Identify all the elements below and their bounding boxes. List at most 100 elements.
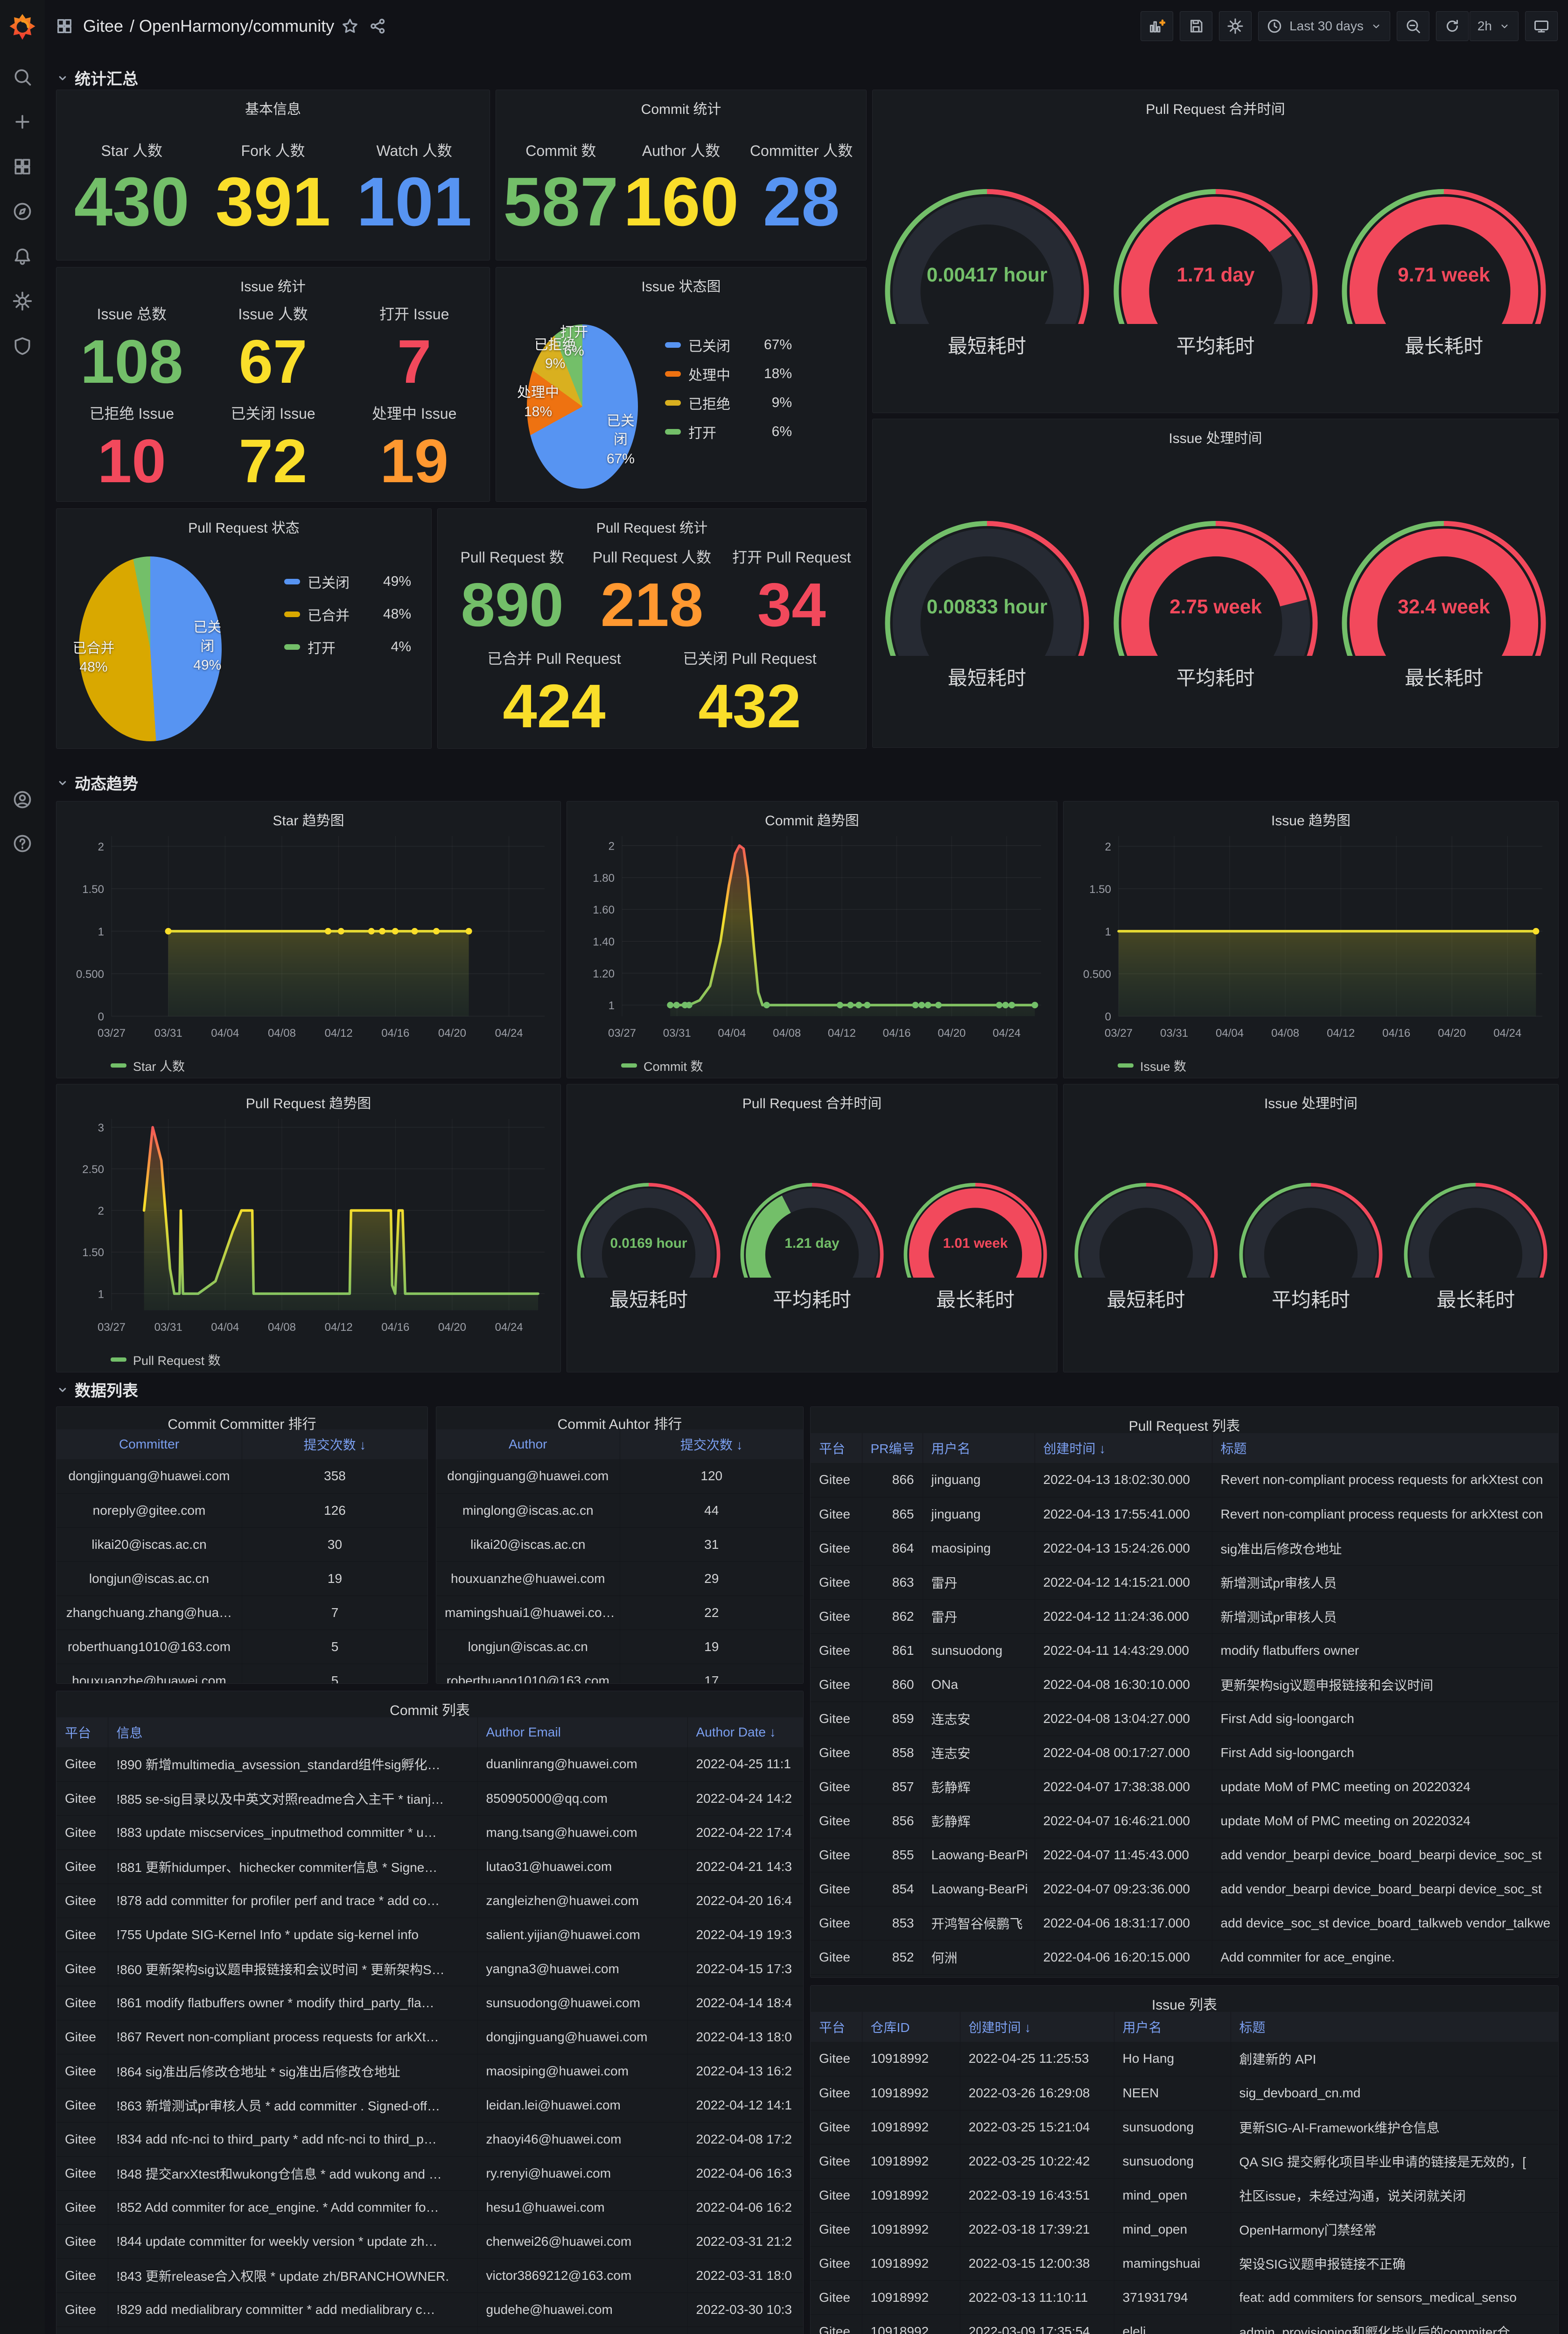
star-icon[interactable] (341, 17, 359, 35)
panel-basic-info: 基本信息 Star 人数 430 Fork 人数 391 Watch 人数 101 (56, 90, 490, 260)
panel-title[interactable]: Commit Committer 排行 (168, 1417, 316, 1432)
gauge-svg: 32.4 week (1342, 520, 1546, 656)
svg-text:04/04: 04/04 (211, 1321, 239, 1334)
column-header-仓库ID[interactable]: 仓库ID (862, 2012, 960, 2042)
stat-value: 19 (380, 426, 449, 495)
panel-title[interactable]: Issue 处理时间 (1264, 1096, 1358, 1111)
svg-text:1: 1 (98, 1288, 104, 1301)
section-trends[interactable]: 动态趋势 (56, 771, 138, 794)
panel-title[interactable]: Issue 趋势图 (1271, 813, 1351, 829)
stat-Star 人数: Star 人数 430 (61, 139, 203, 238)
dashboards-icon[interactable] (55, 17, 74, 35)
panel-title[interactable]: Commit 统计 (641, 102, 721, 117)
server-admin-icon[interactable] (12, 335, 33, 357)
column-header-用户名[interactable]: 用户名 (1114, 2012, 1231, 2042)
panel-title[interactable]: Issue 处理时间 (1169, 431, 1262, 446)
column-header-用户名[interactable]: 用户名 (923, 1433, 1035, 1463)
section-summary[interactable]: 统计汇总 (56, 66, 138, 89)
panel-title[interactable]: Issue 状态图 (641, 279, 721, 295)
panel-title[interactable]: Commit 列表 (390, 1703, 470, 1718)
svg-text:04/08: 04/08 (268, 1321, 296, 1334)
table-row: Gitee 853 开鸿智谷候鹏飞 2022-04-06 18:31:17.000 ad… (811, 1906, 1558, 1940)
legend-swatch (665, 371, 681, 377)
legend-item[interactable]: Commit 数 (567, 1053, 1057, 1078)
legend-item[interactable]: Issue 数 (1064, 1053, 1558, 1078)
panel-title[interactable]: Pull Request 列表 (1128, 1419, 1240, 1434)
column-header-信息[interactable]: 信息 (108, 1717, 478, 1747)
legend-item[interactable]: 已关闭 67% (665, 335, 792, 355)
stat-打开 Issue: 打开 Issue 7 (343, 302, 485, 394)
refresh-interval-picker[interactable]: 2h (1469, 11, 1519, 41)
legend-item[interactable]: 打开 4% (284, 637, 411, 657)
table-row: Gitee 10918992 2022-03-18 17:39:21 mind_ope… (811, 2212, 1558, 2247)
tv-mode-button[interactable] (1525, 11, 1558, 41)
legend-item[interactable]: 已拒绝 9% (665, 393, 792, 413)
refresh-button[interactable] (1435, 11, 1469, 41)
search-icon[interactable] (12, 66, 33, 88)
column-header-标题[interactable]: 标题 (1231, 2012, 1558, 2042)
panel-title[interactable]: Star 趋势图 (273, 813, 344, 829)
legend-item[interactable]: 打开 6% (665, 422, 792, 442)
table-row: Gitee !867 Revert non-compliant process r… (56, 2020, 803, 2054)
breadcrumb-app[interactable]: Gitee (83, 16, 124, 35)
legend-item[interactable]: Pull Request 数 (56, 1347, 560, 1372)
column-header-Author[interactable]: Author (436, 1429, 620, 1459)
stat-value: 391 (215, 163, 331, 240)
add-icon[interactable] (12, 111, 33, 133)
dashboard-settings-button[interactable] (1219, 11, 1252, 41)
share-icon[interactable] (369, 17, 387, 35)
panel-title[interactable]: Issue 列表 (1151, 1997, 1218, 2013)
stat-label: Pull Request 数 (460, 548, 564, 566)
help-icon[interactable] (12, 833, 33, 854)
column-header-提交次数[interactable]: 提交次数 ↓ (620, 1429, 803, 1459)
panel-title[interactable]: Commit Auhtor 排行 (557, 1417, 682, 1432)
avatar-icon[interactable] (12, 789, 33, 810)
explore-icon[interactable] (12, 201, 33, 222)
legend-item[interactable]: 处理中 18% (665, 364, 792, 384)
column-header-提交次数[interactable]: 提交次数 ↓ (242, 1429, 427, 1459)
table-row: Gitee !755 Update SIG-Kernel Info * updat… (56, 1918, 803, 1952)
alerting-icon[interactable] (12, 246, 33, 267)
column-header-Author Date[interactable]: Author Date ↓ (687, 1717, 803, 1747)
panel-title[interactable]: Commit 趋势图 (765, 813, 859, 829)
svg-text:0.500: 0.500 (76, 968, 104, 981)
stat-Pull Request 数: Pull Request 数 890 (442, 546, 582, 637)
legend-item[interactable]: 已关闭 49% (284, 571, 411, 592)
zoom-out-button[interactable] (1396, 11, 1429, 41)
legend-item[interactable]: 已合并 48% (284, 604, 411, 625)
legend-value: 67% (763, 337, 792, 352)
stat-row: 已合并 Pull Request 424 已关闭 Pull Request 432 (442, 647, 861, 738)
panel-title[interactable]: Pull Request 合并时间 (1146, 102, 1285, 117)
table-row: Gitee 10918992 2022-03-26 16:29:08 NEEN sig_… (811, 2076, 1558, 2110)
panel-title[interactable]: Pull Request 趋势图 (245, 1096, 371, 1111)
column-header-创建时间[interactable]: 创建时间 ↓ (1035, 1433, 1212, 1463)
section-lists[interactable]: 数据列表 (56, 1378, 138, 1401)
column-header-平台[interactable]: 平台 (811, 2012, 862, 2042)
save-dashboard-button[interactable] (1180, 11, 1213, 41)
panel-title[interactable]: Issue 统计 (240, 279, 306, 295)
legend-item[interactable]: Star 人数 (56, 1053, 560, 1078)
grafana-logo-icon[interactable] (7, 12, 38, 43)
svg-text:0.0169 hour: 0.0169 hour (610, 1236, 687, 1251)
configuration-icon[interactable] (12, 290, 33, 312)
table-row: Gitee 10918992 2022-03-19 16:43:51 mind_ope… (811, 2178, 1558, 2213)
add-panel-button[interactable] (1141, 11, 1174, 41)
gauge-svg (1074, 1183, 1218, 1278)
column-header-标题[interactable]: 标题 (1212, 1433, 1558, 1463)
table-row: Gitee 10918992 2022-03-25 15:21:04 sunsuodo… (811, 2110, 1558, 2144)
column-header-平台[interactable]: 平台 (811, 1433, 862, 1463)
panel-title[interactable]: Pull Request 合并时间 (742, 1096, 882, 1111)
column-header-Author Email[interactable]: Author Email (477, 1717, 688, 1747)
column-header-创建时间[interactable]: 创建时间 ↓ (960, 2012, 1114, 2042)
stat-value: 218 (600, 570, 704, 639)
column-header-PR编号[interactable]: PR编号 (862, 1433, 923, 1463)
column-header-Committer[interactable]: Committer (56, 1429, 242, 1459)
panel-title[interactable]: Pull Request 状态 (188, 520, 300, 536)
panel-title[interactable]: 基本信息 (245, 102, 301, 117)
breadcrumb-path[interactable]: / OpenHarmony/community (130, 16, 335, 35)
time-range-picker[interactable]: Last 30 days (1258, 11, 1390, 41)
panel-title[interactable]: Pull Request 统计 (596, 520, 708, 536)
dashboards-icon[interactable] (12, 156, 33, 177)
stat-row: Issue 总数 108 Issue 人数 67 打开 Issue 7 (61, 302, 485, 394)
column-header-平台[interactable]: 平台 (56, 1717, 108, 1747)
